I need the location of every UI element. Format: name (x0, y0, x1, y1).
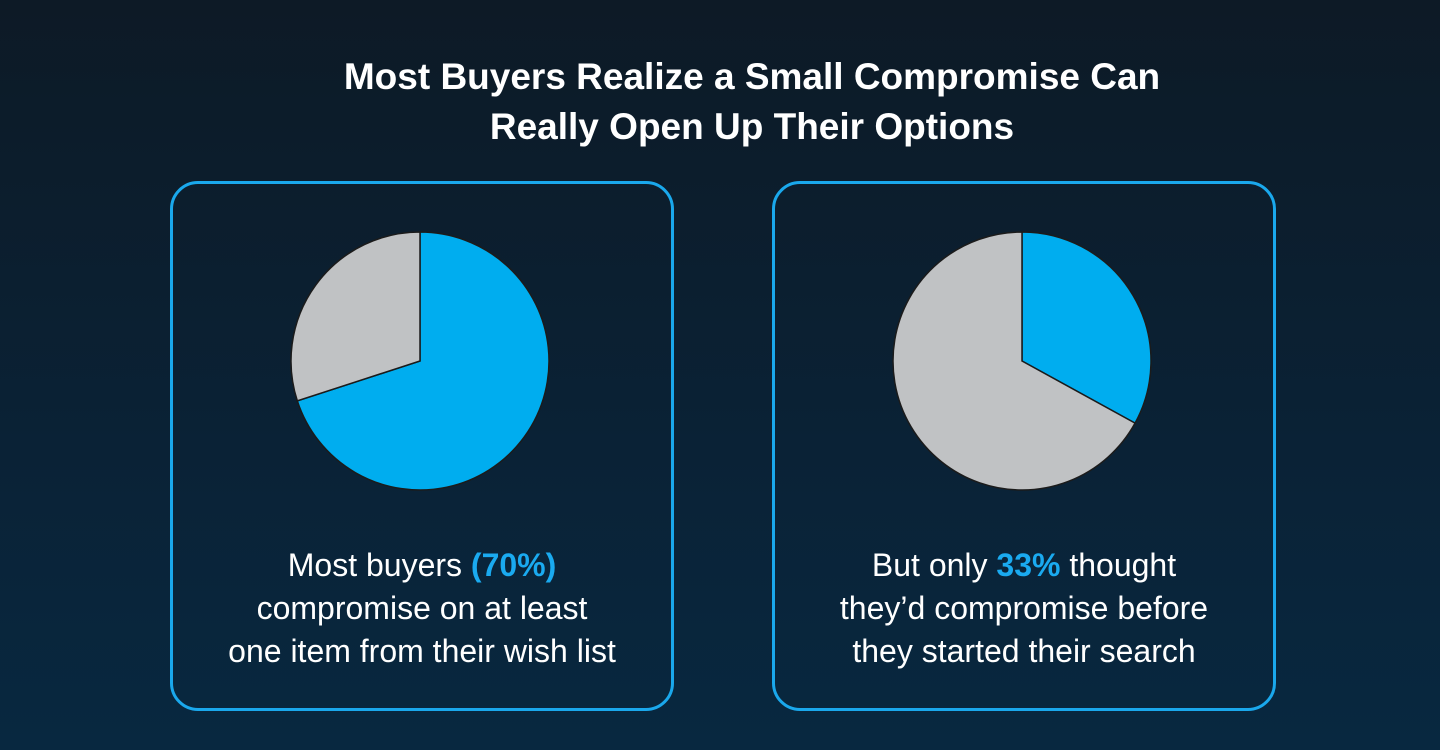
caption-line: they started their search (852, 633, 1196, 669)
caption-line: they’d compromise before (839, 590, 1209, 626)
pie-slice (892, 231, 1137, 491)
pie-slice (296, 231, 550, 491)
caption-text: But only (871, 547, 988, 583)
caption-line: one item from their wish list (228, 633, 616, 669)
caption-line: compromise on at least (256, 590, 588, 626)
caption-line: But only 33% thought (775, 544, 1273, 587)
caption-highlight: 33% (996, 547, 1061, 583)
pie-slice (290, 231, 421, 402)
card: But only 33% thought they’d compromise be… (772, 181, 1276, 711)
caption-text: Most buyers (287, 547, 463, 583)
caption-text: thought (1069, 547, 1177, 583)
caption: But only 33% thought they’d compromise be… (775, 544, 1273, 673)
caption: Most buyers (70%) compromise on at least o… (173, 544, 671, 673)
caption-line: Most buyers (70%) (173, 544, 671, 587)
pie-slice (1021, 231, 1152, 425)
page-title: Most Buyers Realize a Small Compromise C… (343, 56, 1161, 147)
card: Most buyers (70%) compromise on at least o… (170, 181, 674, 711)
caption-highlight: (70%) (470, 547, 557, 583)
pie-chart (892, 231, 1152, 491)
pie-chart (290, 231, 550, 491)
